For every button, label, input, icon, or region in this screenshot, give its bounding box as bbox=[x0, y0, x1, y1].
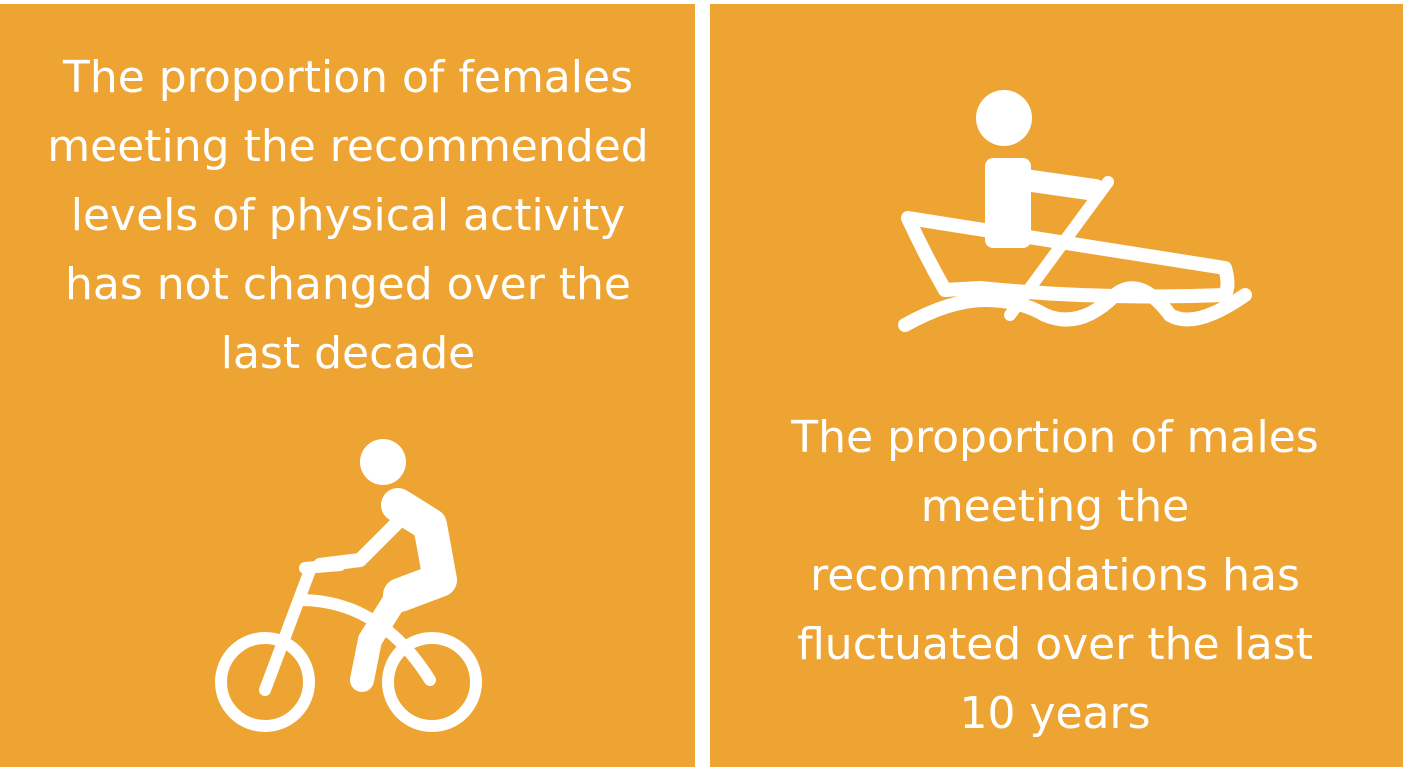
rowing-icon bbox=[898, 90, 1252, 332]
panel-text-line: The proportion of females bbox=[62, 52, 633, 103]
panel-text-line: The proportion of males bbox=[790, 412, 1318, 463]
panel-female bbox=[0, 4, 695, 767]
panel-text-line: 10 years bbox=[959, 688, 1150, 739]
panel-text-line: meeting the bbox=[921, 481, 1190, 532]
panel-text-line: fluctuated over the last bbox=[797, 619, 1313, 670]
panel-text-line: recommendations has bbox=[810, 550, 1300, 601]
panel-text-line: has not changed over the bbox=[65, 259, 631, 310]
panel-text-line: levels of physical activity bbox=[71, 190, 626, 241]
panel-text-line: last decade bbox=[221, 328, 476, 379]
panel-text-line: meeting the recommended bbox=[47, 121, 648, 172]
bicycle-icon bbox=[215, 439, 482, 732]
panel-male bbox=[710, 4, 1403, 767]
